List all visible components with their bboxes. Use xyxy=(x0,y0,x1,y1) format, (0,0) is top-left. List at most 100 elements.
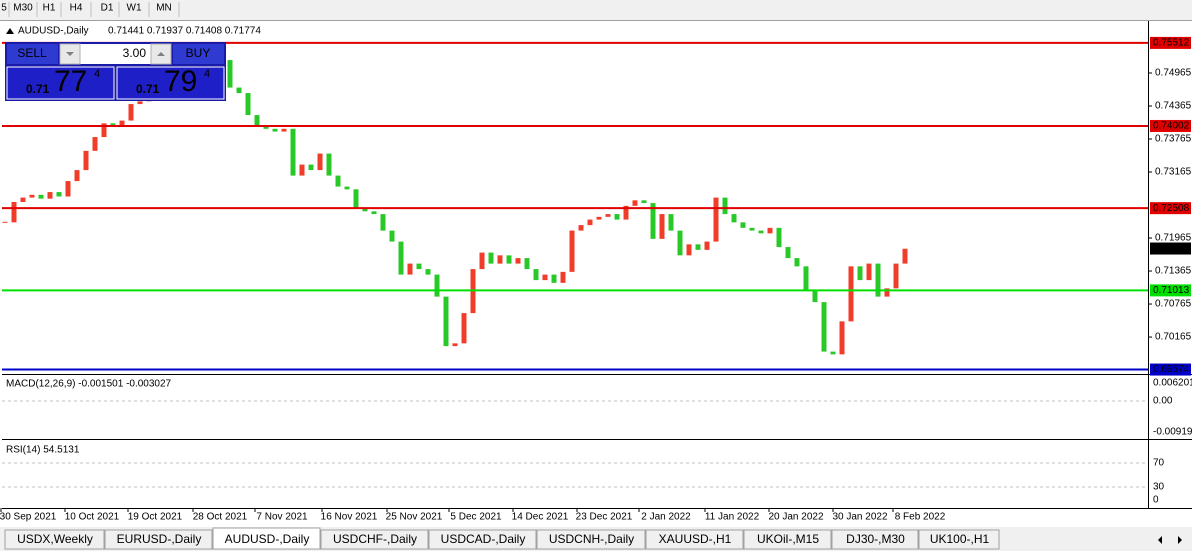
candle-body xyxy=(587,219,593,226)
tab-label[interactable]: USDCNH-,Daily xyxy=(549,532,634,546)
arrow xyxy=(157,52,165,56)
candle-body xyxy=(821,302,827,352)
timeframe-button[interactable]: MN xyxy=(156,3,172,14)
candle-body xyxy=(83,150,89,171)
timeframe-button[interactable]: W1 xyxy=(127,3,142,14)
tab[interactable] xyxy=(4,529,105,550)
candle-body xyxy=(281,128,287,132)
level-label-bg xyxy=(1150,119,1191,132)
timeframe-button[interactable]: M30 xyxy=(13,3,33,14)
candle-body xyxy=(272,128,278,132)
candle-body xyxy=(488,252,494,264)
candle-body xyxy=(335,175,341,187)
candle-body xyxy=(695,244,701,250)
date-label: 30 Jan 2022 xyxy=(832,512,887,523)
tab[interactable] xyxy=(536,529,646,550)
candle-body xyxy=(398,241,404,275)
tab-label[interactable]: UKOil-,M15 xyxy=(757,532,819,546)
sell-label[interactable]: SELL xyxy=(17,46,47,60)
tab-label[interactable]: DJ30-,M30 xyxy=(846,532,905,546)
tab[interactable] xyxy=(831,529,919,550)
date-label: 11 Jan 2022 xyxy=(705,512,760,523)
tab[interactable] xyxy=(918,529,1000,550)
candle-body xyxy=(713,197,719,242)
y-tick-label: 0.70765 xyxy=(1155,299,1192,310)
candle-body xyxy=(857,266,863,281)
candle-body xyxy=(668,214,674,231)
tab-scroll-right[interactable] xyxy=(1178,536,1182,544)
buy-label[interactable]: BUY xyxy=(186,46,211,60)
y-tick-label: 0.74365 xyxy=(1155,101,1192,112)
tab[interactable] xyxy=(645,529,744,550)
timeframe-button[interactable]: D1 xyxy=(101,3,114,14)
level-label: 0.71013 xyxy=(1153,285,1190,296)
collapse-icon[interactable] xyxy=(6,28,14,34)
level-label: 0.69574 xyxy=(1153,364,1190,375)
tab-label[interactable]: USDX,Weekly xyxy=(17,532,93,546)
macd-tick-label: 0.006201 xyxy=(1153,378,1192,389)
candle-body xyxy=(866,263,872,281)
price-box[interactable] xyxy=(6,66,115,100)
candle-body xyxy=(380,214,386,231)
tab-label[interactable]: XAUUSD-,H1 xyxy=(659,532,732,546)
candle-body xyxy=(542,274,548,281)
candle-body xyxy=(389,230,395,242)
date-label: 20 Jan 2022 xyxy=(768,512,823,523)
buy-button[interactable] xyxy=(173,44,224,64)
date-label: 7 Nov 2021 xyxy=(256,512,308,523)
candle-body xyxy=(893,263,899,289)
candle-body xyxy=(641,200,647,204)
candle-body xyxy=(803,266,809,292)
candle-body xyxy=(290,128,296,176)
volume-field[interactable] xyxy=(60,44,171,64)
candle-body xyxy=(110,123,116,127)
tab[interactable] xyxy=(320,529,429,550)
tab[interactable] xyxy=(428,529,537,550)
tab-label[interactable]: AUDUSD-,Daily xyxy=(225,532,310,546)
candle-body xyxy=(515,258,521,264)
candle-body xyxy=(776,227,782,248)
candle-body xyxy=(830,351,836,355)
timeframe-button[interactable]: H1 xyxy=(43,3,56,14)
candle-body xyxy=(119,120,125,127)
candle-body xyxy=(623,205,629,220)
tab-label[interactable]: USDCAD-,Daily xyxy=(441,532,526,546)
candle-body xyxy=(299,164,305,176)
tab-label[interactable]: USDCHF-,Daily xyxy=(333,532,417,546)
volume-value[interactable]: 3.00 xyxy=(123,46,147,60)
candle-body xyxy=(767,227,773,234)
price-small: 4 xyxy=(94,68,100,80)
candle-body xyxy=(317,153,323,171)
candle-body xyxy=(506,255,512,264)
price-box[interactable] xyxy=(116,66,225,100)
level-label-bg xyxy=(1150,36,1191,49)
candle-body xyxy=(128,104,134,121)
toolbar xyxy=(0,0,1192,20)
timeframe-button[interactable]: H4 xyxy=(70,3,83,14)
price-big: 77 xyxy=(54,65,87,98)
date-label: 30 Sep 2021 xyxy=(0,512,57,523)
candle-body xyxy=(749,227,755,231)
tab-scroll-left[interactable] xyxy=(1158,536,1162,544)
y-tick-label: 0.73165 xyxy=(1155,167,1192,178)
candle-body xyxy=(236,87,242,94)
tab[interactable] xyxy=(104,529,213,550)
candle-body xyxy=(596,216,602,220)
candle-body xyxy=(722,197,728,215)
candle-body xyxy=(884,288,890,297)
timeframe-button[interactable]: 5 xyxy=(1,3,7,14)
tab-label[interactable]: EURUSD-,Daily xyxy=(117,532,202,546)
rsi-label: RSI(14) 54.5131 xyxy=(6,445,80,456)
level-label: 0.75512 xyxy=(1153,38,1190,49)
date-label: 23 Dec 2021 xyxy=(576,512,633,523)
tab[interactable] xyxy=(212,527,321,550)
candle-body xyxy=(524,258,530,270)
date-label: 5 Dec 2021 xyxy=(450,512,502,523)
tab-label[interactable]: UK100-,H1 xyxy=(930,532,990,546)
tab[interactable] xyxy=(743,529,832,550)
sell-button[interactable] xyxy=(7,44,58,64)
candle-body xyxy=(245,93,251,116)
candle-body xyxy=(254,115,260,127)
candle-body xyxy=(308,164,314,171)
